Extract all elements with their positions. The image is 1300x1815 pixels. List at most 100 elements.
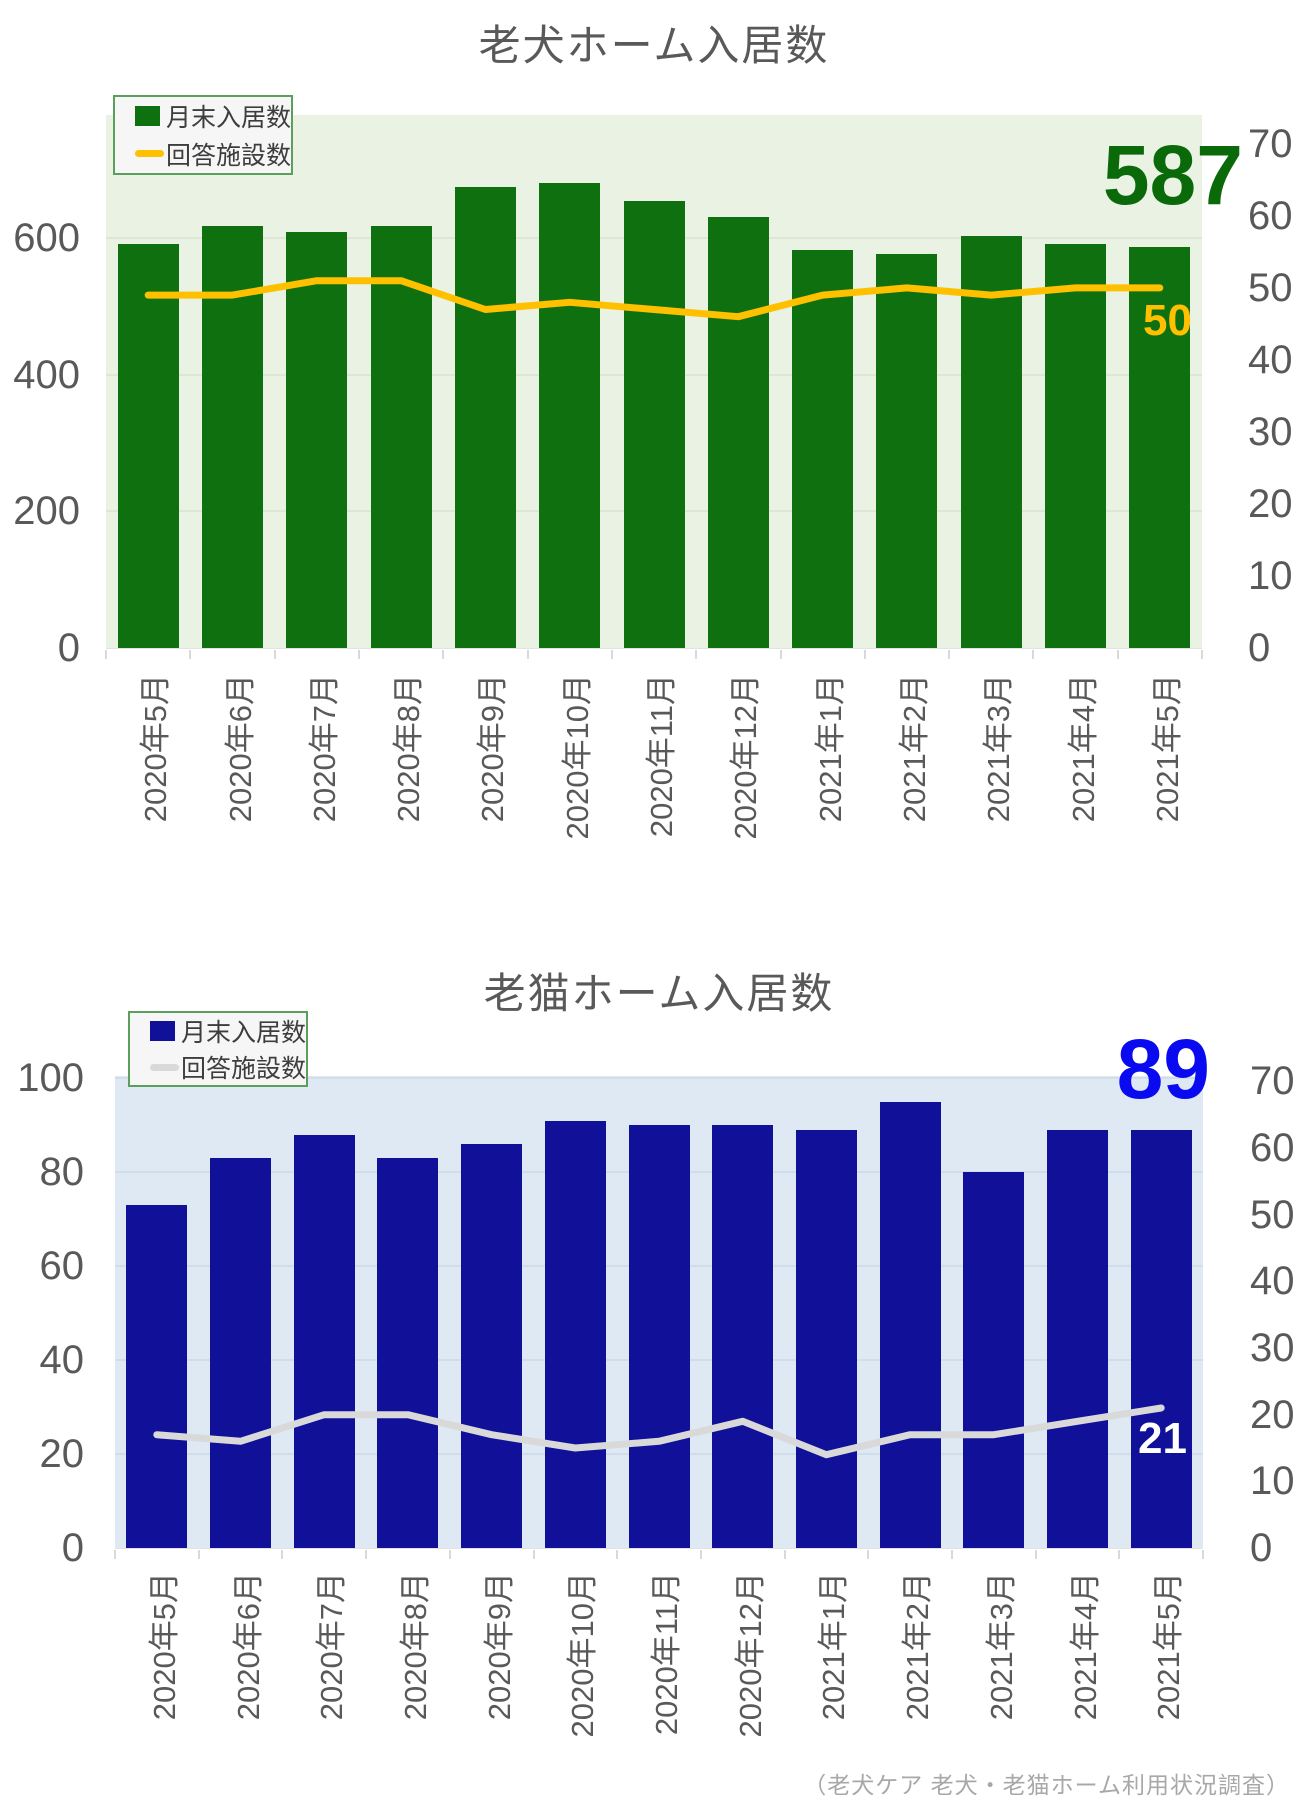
cat-chart-legend: 月末入居数 回答施設数	[128, 1011, 308, 1087]
x-axis-label: 2021年2月	[900, 1572, 936, 1721]
x-axis-label: 2020年11月	[649, 1572, 684, 1736]
x-axis-label: 2021年4月	[1065, 674, 1101, 823]
bar-2020年11月	[623, 201, 685, 648]
bar-2021年3月	[960, 235, 1022, 648]
left-axis-tick-label: 60	[39, 1244, 85, 1289]
x-axis-label: 2020年12月	[732, 1572, 768, 1738]
x-axis-tick	[1034, 1550, 1037, 1559]
bar-series-swatch-icon	[150, 1021, 175, 1041]
bar-2021年5月	[1130, 1130, 1192, 1548]
right-axis-tick-label: 0	[1248, 626, 1271, 670]
right-axis-tick-label: 10	[1248, 554, 1293, 598]
bar-2020年10月	[544, 1120, 606, 1548]
x-axis-tick	[1202, 1550, 1204, 1559]
legend-item-line-series: 回答施設数	[150, 1049, 306, 1085]
left-axis-tick-label: 600	[13, 216, 80, 260]
bar-series-swatch-icon	[135, 106, 160, 127]
legend-label-bar-series: 月末入居数	[165, 104, 291, 133]
right-axis-tick-label: 20	[1250, 1392, 1295, 1437]
right-axis-tick-label: 30	[1250, 1326, 1295, 1370]
x-axis-label: 2020年8月	[391, 674, 427, 823]
x-axis-tick	[699, 1550, 702, 1559]
line-series-回答施設数	[144, 277, 1164, 321]
bar-2020年7月	[293, 1134, 355, 1548]
x-axis-tick	[1116, 650, 1119, 659]
x-axis-label: 2020年10月	[559, 674, 595, 840]
bar-2020年5月	[126, 1205, 188, 1548]
bar-2020年9月	[454, 186, 516, 649]
x-axis-label: 2021年3月	[981, 674, 1017, 823]
line-series-path	[144, 277, 1164, 321]
line-series-swatch-icon	[135, 150, 164, 158]
bar-2021年2月	[879, 1101, 941, 1548]
x-axis-label: 2020年8月	[397, 1572, 433, 1721]
x-axis-tick	[610, 650, 613, 659]
x-axis-tick	[948, 650, 951, 659]
bar-2020年12月	[707, 216, 769, 648]
bar-2020年12月	[712, 1125, 774, 1548]
x-axis-label: 2021年1月	[816, 1572, 852, 1721]
bar-2020年5月	[117, 244, 179, 648]
cat-final-bar-value-annotation: 89	[1116, 1022, 1210, 1116]
x-axis-tick	[526, 650, 529, 659]
x-axis-tick	[365, 1550, 368, 1559]
x-axis-label: 2020年11月	[644, 674, 679, 838]
left-axis-tick-label: 20	[39, 1432, 85, 1477]
x-axis-tick	[863, 650, 866, 659]
legend-item-line-series: 回答施設数	[135, 136, 291, 172]
legend-item-bar-series: 月末入居数	[150, 1013, 306, 1049]
x-axis-label: 2020年6月	[230, 1572, 266, 1721]
bar-2020年8月	[377, 1158, 439, 1548]
bar-2020年10月	[539, 183, 601, 648]
x-axis-line	[115, 1548, 1203, 1549]
x-axis-tick	[273, 650, 276, 659]
x-axis-line	[106, 648, 1202, 649]
x-axis-label: 2021年4月	[1067, 1572, 1103, 1721]
x-axis-label: 2020年6月	[222, 674, 258, 823]
x-axis-tick	[867, 1550, 870, 1559]
right-axis-tick-label: 0	[1250, 1526, 1273, 1570]
right-axis-tick-label: 60	[1250, 1126, 1295, 1170]
dog-chart-title: 老犬ホーム入居数	[478, 22, 830, 69]
right-axis-tick-label: 10	[1250, 1459, 1295, 1504]
x-axis-label: 2020年5月	[146, 1572, 182, 1721]
x-axis-tick	[442, 650, 445, 659]
x-axis-label: 2021年1月	[812, 674, 848, 823]
bar-2021年2月	[876, 253, 938, 648]
dog-chart-legend: 月末入居数 回答施設数	[113, 95, 293, 175]
legend-label-line-series: 回答施設数	[180, 1055, 306, 1083]
left-axis-tick-label: 0	[61, 1526, 84, 1570]
line-series-swatch-icon	[150, 1063, 179, 1071]
x-axis-tick	[1118, 1550, 1121, 1559]
line-series-path	[153, 1404, 1165, 1459]
bar-2021年5月	[1129, 246, 1191, 648]
x-axis-label: 2020年10月	[565, 1572, 601, 1738]
bar-2021年1月	[795, 1130, 857, 1548]
left-axis-tick-label: 200	[13, 489, 80, 534]
right-axis-tick-label: 20	[1248, 481, 1293, 526]
bar-2020年9月	[461, 1144, 523, 1548]
x-axis-tick	[695, 650, 698, 659]
gridline	[115, 1077, 1203, 1080]
bar-2020年11月	[628, 1125, 690, 1548]
right-axis-tick-label: 50	[1248, 265, 1293, 310]
x-axis-label: 2021年3月	[983, 1572, 1019, 1721]
x-axis-tick	[532, 1550, 535, 1559]
bar-2021年4月	[1045, 244, 1106, 648]
x-axis-label: 2021年5月	[1149, 674, 1185, 823]
bar-2021年1月	[792, 250, 854, 648]
bar-2021年3月	[963, 1172, 1025, 1548]
x-axis-tick	[1201, 650, 1203, 659]
legend-item-bar-series: 月末入居数	[135, 98, 291, 134]
left-axis-tick-label: 40	[39, 1338, 85, 1383]
left-axis-tick-label: 400	[13, 352, 80, 397]
bar-2020年6月	[210, 1158, 271, 1548]
cat-chart-title: 老猫ホーム入居数	[483, 970, 835, 1017]
x-axis-tick	[616, 1550, 619, 1559]
right-axis-tick-label: 50	[1250, 1192, 1295, 1237]
x-axis-tick	[105, 650, 107, 659]
right-axis-tick-label: 70	[1250, 1059, 1295, 1104]
bar-2020年7月	[286, 231, 348, 648]
x-axis-tick	[779, 650, 782, 659]
